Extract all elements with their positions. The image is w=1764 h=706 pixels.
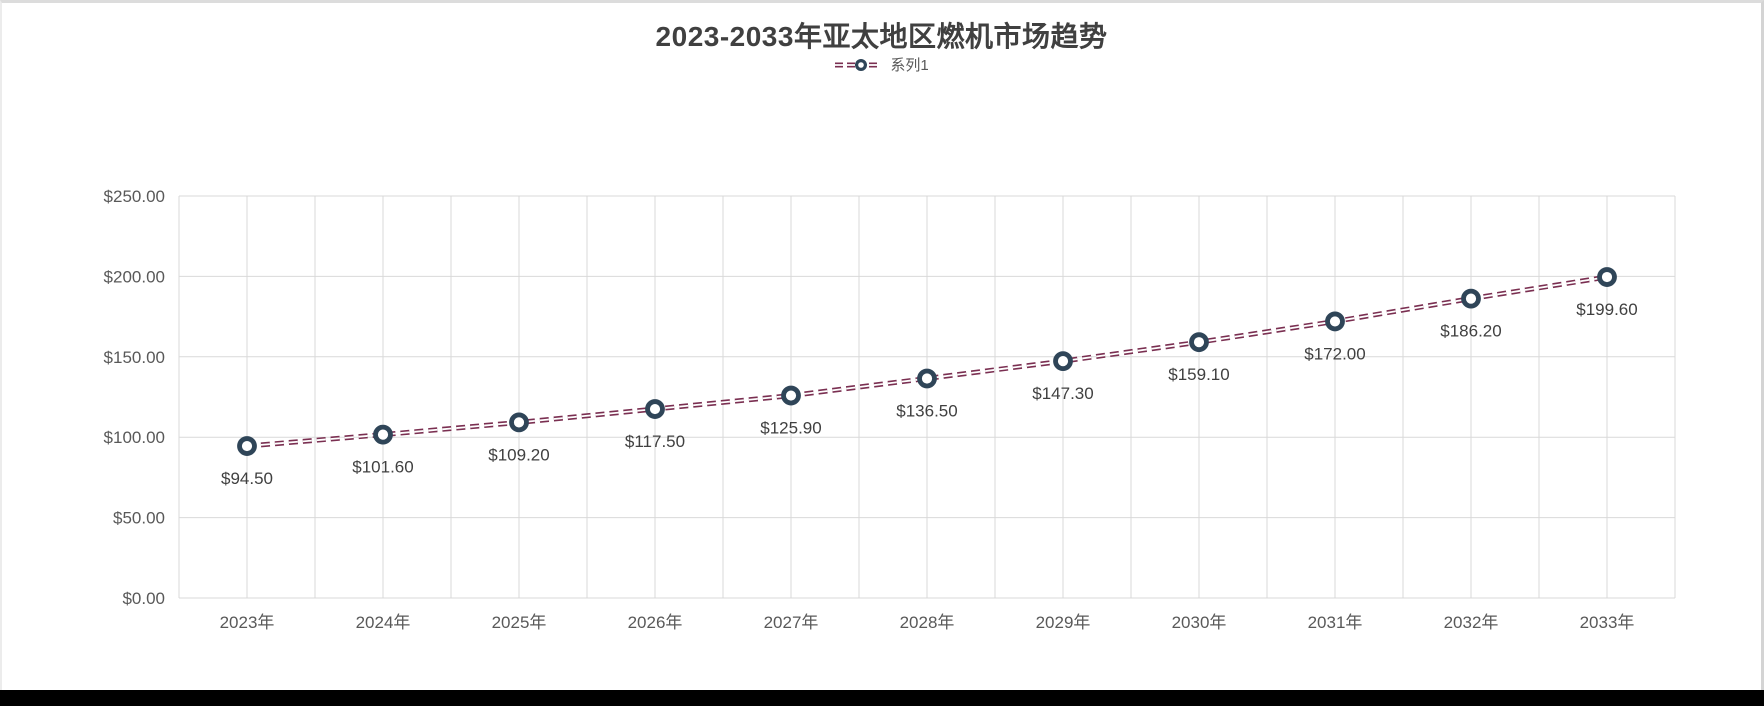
x-axis-category-label: 2030年 [1172, 613, 1227, 632]
y-axis-tick-label: $150.00 [104, 348, 165, 367]
data-point-label: $125.90 [760, 419, 821, 438]
x-axis-category-label: 2026年 [628, 613, 683, 632]
data-point-marker[interactable] [917, 368, 937, 389]
data-point-marker[interactable] [1053, 351, 1073, 372]
data-point-label: $101.60 [352, 458, 413, 477]
x-axis-category-label: 2031年 [1308, 613, 1363, 632]
chart-sheet: 2023-2033年亚太地区燃机市场趋势 系列1 $0.00 $50.00 $100… [0, 0, 1764, 690]
x-axis-category-label: 2029年 [1036, 613, 1091, 632]
x-axis-category-label: 2033年 [1580, 613, 1635, 632]
data-point-label: $186.20 [1440, 322, 1501, 341]
bottom-black-bar [0, 690, 1764, 706]
y-axis-tick-label: $50.00 [113, 509, 165, 528]
y-axis-tick-label: $100.00 [104, 428, 165, 447]
data-point-label: $172.00 [1304, 344, 1365, 363]
data-point-marker[interactable] [237, 436, 257, 456]
legend[interactable]: 系列1 [2, 54, 1761, 75]
data-point-marker[interactable] [1189, 332, 1209, 353]
series-line-core [246, 276, 1608, 447]
x-axis-category-label: 2027年 [764, 613, 819, 632]
x-axis-category-label: 2023年 [220, 613, 275, 632]
y-axis-tick-label: $200.00 [104, 267, 165, 286]
data-point-label: $136.50 [896, 402, 957, 421]
y-axis-tick-label: $250.00 [104, 187, 165, 206]
y-axis-tick-label: $0.00 [122, 589, 165, 608]
data-point-marker[interactable] [1597, 267, 1617, 287]
data-point-label: $199.60 [1576, 300, 1637, 319]
data-point-marker[interactable] [781, 385, 801, 406]
legend-label: 系列1 [890, 57, 929, 74]
x-axis-category-label: 2024年 [356, 613, 411, 632]
data-point-marker[interactable] [509, 412, 529, 433]
data-point-label: $94.50 [221, 469, 273, 488]
x-axis-category-label: 2025年 [492, 613, 547, 632]
legend-line-marker-icon [835, 58, 880, 71]
x-axis-category-label: 2028年 [900, 613, 955, 632]
data-point-label: $147.30 [1032, 384, 1093, 403]
data-point-marker[interactable] [1325, 311, 1345, 332]
chart-title[interactable]: 2023-2033年亚太地区燃机市场趋势 [655, 21, 1108, 52]
plot-area: $0.00 $50.00 $100.00 $150.00 $200.00 $250.00 2… [104, 187, 1676, 632]
data-point-label: $117.50 [625, 432, 685, 451]
data-point-marker[interactable] [1461, 288, 1481, 309]
data-point-marker[interactable] [645, 399, 665, 419]
data-point-label: $109.20 [488, 445, 549, 464]
data-point-label: $159.10 [1168, 365, 1229, 384]
x-axis-category-label: 2032年 [1444, 613, 1499, 632]
data-point-marker[interactable] [373, 424, 393, 445]
legend-marker-icon [855, 58, 868, 71]
